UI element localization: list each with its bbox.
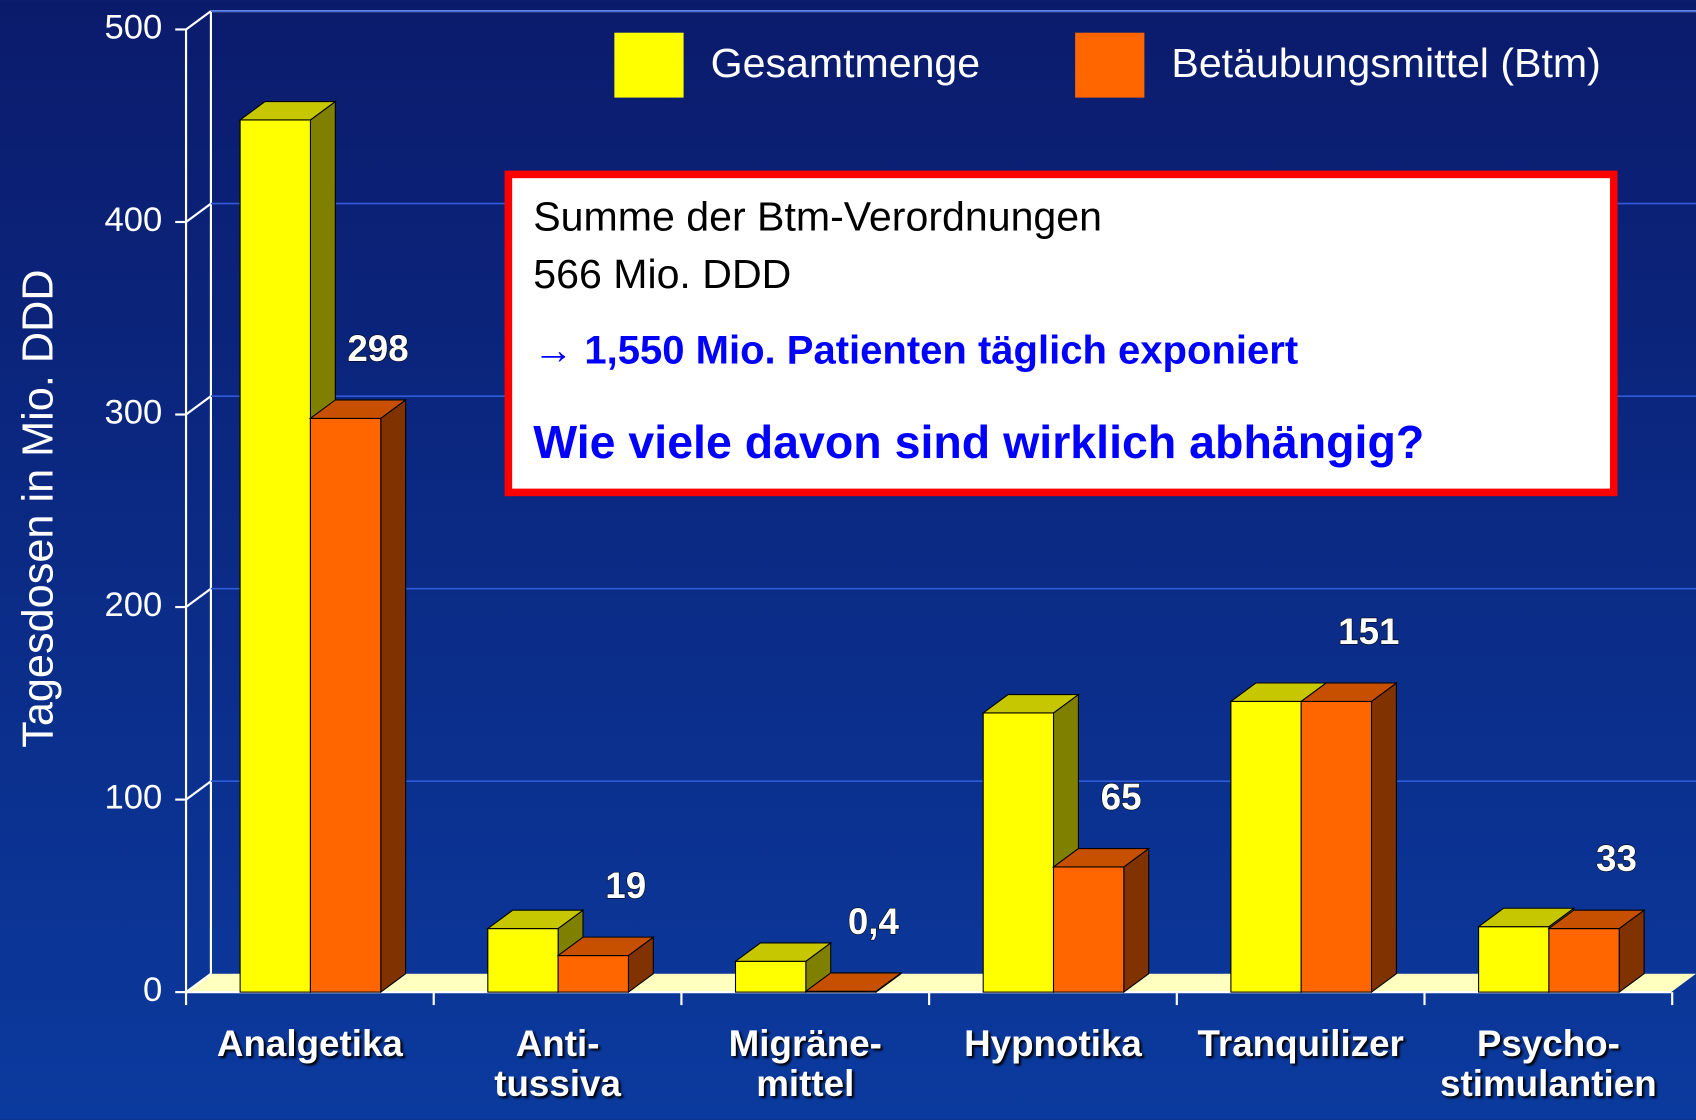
annotation-text: Wie viele davon sind wirklich abhängig? [533, 416, 1424, 468]
x-tick-label-box: Hypnotika [964, 1024, 1142, 1065]
y-tick-label: 0 [143, 971, 162, 1009]
bar-side [1123, 847, 1150, 994]
bar [308, 398, 408, 994]
bar [1051, 847, 1151, 994]
bar-front [982, 712, 1055, 993]
legend-label: Gesamtmenge [711, 40, 981, 86]
bar-top [486, 909, 585, 930]
annotation-box [504, 170, 1618, 497]
legend-label: Betäubungsmittel (Btm) [1171, 40, 1600, 86]
bar-front [487, 928, 559, 993]
y-tick-label: 500 [104, 9, 162, 47]
x-tick-label-box: Tranquilizer [1197, 1024, 1404, 1065]
wall-tick [185, 780, 212, 801]
bar-front [734, 960, 807, 993]
bar-top [556, 936, 655, 957]
bar-top [733, 942, 833, 962]
floor [186, 973, 1696, 993]
y-tick-label: 400 [104, 201, 162, 239]
y-axis-label: Tagesdosen in Mio. DDD [15, 269, 63, 747]
x-tick-label: Hypnotika [964, 1024, 1142, 1065]
data-label: 33 [1596, 838, 1637, 879]
x-tick-label-box: Analgetika [216, 1024, 403, 1065]
x-tick-label: Tranquilizer [1197, 1024, 1404, 1065]
bar-front [1478, 926, 1550, 993]
bar-top [1476, 907, 1576, 928]
y-tick-label: 300 [104, 394, 162, 432]
bar-side [380, 398, 407, 994]
bar-front [1052, 866, 1125, 993]
legend-swatch [1075, 32, 1145, 98]
bar-front [309, 417, 382, 993]
x-tick-label-box: Migräne- mittel [728, 1024, 882, 1106]
data-label: 65 [1101, 777, 1142, 818]
wall-tick [185, 202, 212, 223]
bar [1299, 681, 1399, 994]
annotation-text: 566 Mio. DDD [533, 251, 791, 297]
bar-front [1300, 700, 1373, 993]
wall-tick [185, 972, 212, 993]
data-label: 151 [1338, 611, 1399, 652]
bar-front [239, 119, 311, 993]
legend-swatch [614, 32, 684, 98]
annotation-text: → 1,550 Mio. Patienten täglich exponiert [533, 328, 1298, 372]
bar-front [1230, 700, 1302, 993]
bar [733, 941, 833, 994]
bar-side [1370, 681, 1397, 994]
wall-tick [185, 10, 212, 31]
x-tick-label-box: Psycho- stimulantien [1440, 1024, 1657, 1106]
bar [1547, 909, 1646, 994]
bar-front [1548, 928, 1620, 993]
x-tick-label: Anti- tussiva [494, 1024, 621, 1106]
x-tick-label: Migräne- mittel [728, 1024, 882, 1106]
bar [804, 971, 903, 994]
x-tick-label-box: Anti- tussiva [494, 1024, 621, 1106]
y-tick-label: 100 [104, 779, 162, 817]
wall-tick [185, 395, 212, 416]
bar-top [308, 399, 408, 419]
annotation-text: Summe der Btm-Verordnungen [533, 194, 1102, 240]
data-label: 298 [347, 328, 408, 369]
data-label: 19 [605, 865, 646, 906]
bar-top [1547, 909, 1646, 930]
y-tick-label: 200 [104, 586, 162, 624]
bar-top [1299, 682, 1399, 702]
x-tick-label: Psycho- stimulantien [1440, 1024, 1657, 1106]
bar-top [981, 694, 1081, 714]
wall-tick [185, 587, 212, 608]
bar-top [238, 101, 337, 121]
x-tick-label: Analgetika [216, 1024, 403, 1065]
bar-front [557, 954, 629, 993]
bar [556, 936, 655, 994]
bar-top [804, 972, 903, 992]
data-label: 0,4 [848, 901, 900, 942]
bar-top [1051, 848, 1151, 868]
